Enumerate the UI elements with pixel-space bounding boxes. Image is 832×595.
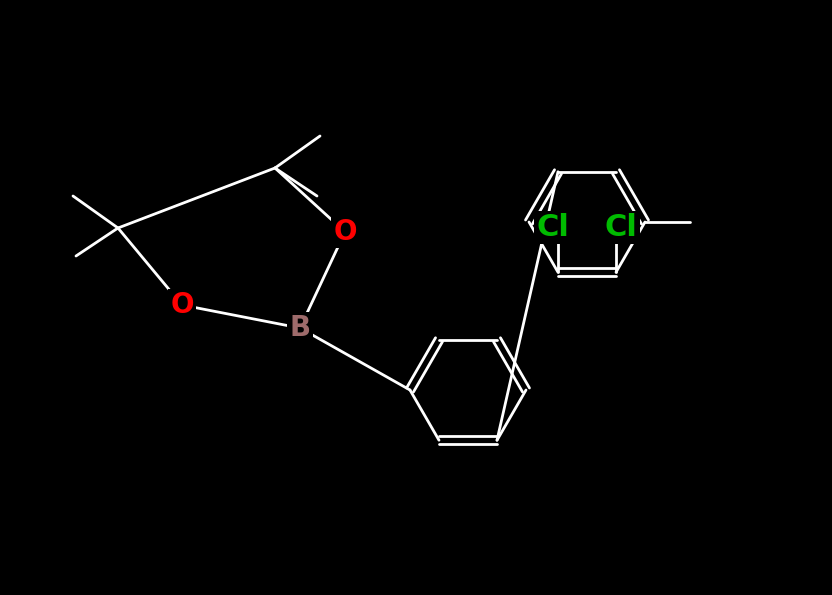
Text: Cl: Cl	[605, 213, 637, 242]
Text: O: O	[334, 218, 357, 246]
Text: Cl: Cl	[537, 213, 569, 242]
Text: B: B	[290, 314, 310, 342]
Text: O: O	[171, 291, 194, 319]
